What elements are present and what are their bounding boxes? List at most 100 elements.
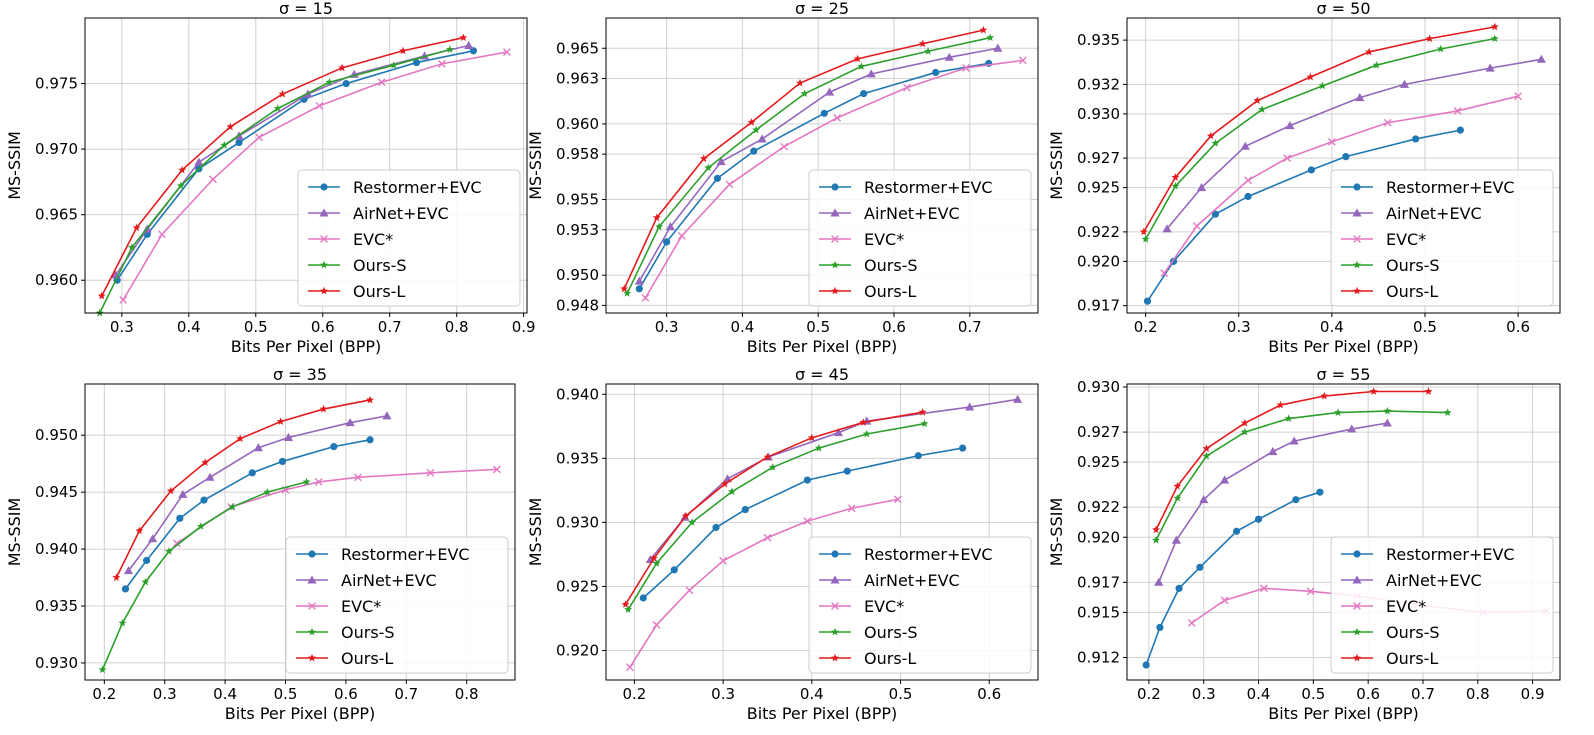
legend: Restormer+EVC AirNet+EVC EVC* Ours-S Ours-L (297, 169, 521, 307)
data-point (503, 48, 511, 56)
y-tick-label: 0.955 (556, 191, 599, 209)
legend-marker (1353, 627, 1361, 636)
y-tick-label: 0.945 (35, 483, 78, 501)
data-point (833, 428, 844, 437)
y-axis-label: MS-SSIM (5, 498, 24, 567)
data-point (426, 468, 435, 477)
x-tick-label: 0.3 (655, 318, 679, 336)
data-point (944, 52, 954, 61)
y-tick-label: 0.930 (35, 654, 78, 672)
y-tick-label: 0.920 (556, 642, 599, 660)
legend-marker (831, 235, 839, 243)
series-restormer-evc (1143, 126, 1464, 305)
data-point (1220, 596, 1229, 605)
legend-item: AirNet+EVC (308, 204, 449, 223)
legend-item: Ours-L (308, 282, 405, 301)
x-tick-label: 0.5 (274, 685, 298, 703)
data-point (1196, 563, 1204, 571)
chart-panel-1: 0.3 0.4 0.5 0.6 0.7 0.8 0.9 0.960 0.965 0.970 0.97… (5, 0, 536, 356)
y-axis-label: MS-SSIM (526, 498, 545, 567)
data-point (112, 573, 121, 581)
data-point (1292, 496, 1300, 504)
data-point (1202, 451, 1211, 460)
legend-label: Ours-S (864, 623, 918, 642)
legend-label: EVC* (1386, 597, 1426, 616)
y-axis-label: MS-SSIM (1047, 498, 1066, 567)
series-ours-s (98, 477, 311, 674)
data-point (757, 134, 767, 143)
legend-item: Restormer+EVC (296, 545, 470, 564)
data-point (843, 467, 851, 475)
data-point (1306, 72, 1315, 81)
data-point (1171, 173, 1180, 181)
y-tick-label: 0.930 (1077, 105, 1120, 123)
data-point (164, 547, 173, 555)
data-point (803, 476, 811, 484)
data-point (859, 418, 868, 426)
data-point (1306, 587, 1315, 596)
data-point (1254, 515, 1263, 523)
x-tick-label: 0.5 (1413, 318, 1437, 336)
data-point (1365, 47, 1374, 56)
data-point (820, 109, 828, 117)
y-tick-label: 0.960 (35, 271, 78, 289)
data-point (1283, 154, 1292, 163)
data-point (1171, 535, 1181, 544)
data-point (1253, 96, 1262, 104)
data-point (445, 45, 454, 53)
series-line (638, 62, 989, 290)
y-tick-label: 0.922 (1077, 223, 1120, 241)
legend-label: Ours-S (341, 623, 395, 642)
data-point (1202, 444, 1211, 453)
series-line (638, 47, 998, 282)
series-line (1144, 37, 1495, 240)
x-axis-label: Bits Per Pixel (BPP) (747, 704, 898, 723)
plot-frame (605, 383, 1039, 681)
data-point (209, 175, 217, 184)
series-evc (119, 48, 511, 304)
data-point (1289, 436, 1299, 445)
chart-panel-6: 0.2 0.3 0.4 0.5 0.6 0.7 0.8 0.9 0.912 0.915 0.917 0… (1047, 365, 1561, 723)
x-tick-label: 0.5 (806, 318, 830, 336)
data-point (621, 600, 630, 608)
series-line (644, 59, 1023, 299)
data-point (725, 180, 734, 189)
data-point (263, 487, 272, 496)
legend-marker (308, 550, 316, 558)
data-point (670, 566, 678, 574)
data-point (1412, 135, 1420, 143)
legend-label: AirNet+EVC (864, 204, 960, 223)
data-point (342, 79, 350, 88)
x-tick-label: 0.3 (110, 318, 134, 336)
data-point (1485, 63, 1495, 72)
legend-marker (831, 260, 839, 269)
x-tick-label: 0.4 (1247, 685, 1271, 703)
legend-marker (320, 286, 328, 295)
legend-item: EVC* (308, 230, 393, 249)
data-point (1258, 105, 1267, 113)
x-tick-label: 0.6 (1506, 318, 1530, 336)
legend-item: EVC* (1341, 597, 1426, 616)
data-point (866, 69, 876, 78)
legend-item: AirNet+EVC (1341, 204, 1482, 223)
legend-marker (1352, 575, 1362, 584)
data-point (814, 443, 823, 452)
data-point (920, 419, 929, 428)
y-tick-label: 0.935 (35, 597, 78, 615)
data-point (141, 577, 150, 586)
data-point (98, 665, 107, 674)
data-point (1211, 210, 1220, 218)
legend-marker (1353, 260, 1361, 269)
data-point (763, 533, 772, 542)
data-point (97, 291, 106, 300)
data-point (1173, 493, 1182, 502)
data-point (720, 479, 729, 488)
series-ours-s (1152, 406, 1452, 544)
legend-box (808, 536, 1032, 674)
legend-marker (1353, 235, 1361, 243)
plot-frame (84, 383, 516, 681)
y-tick-label: 0.920 (1077, 528, 1120, 546)
x-tick-label: 0.8 (455, 685, 479, 703)
data-point (1424, 387, 1433, 395)
data-point (1152, 536, 1161, 544)
